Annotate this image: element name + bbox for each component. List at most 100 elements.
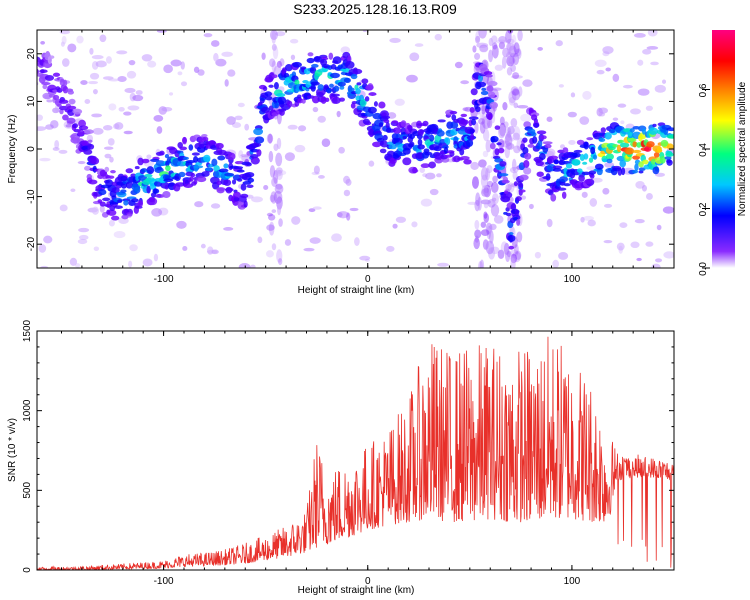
spectrogram-ridge-blob (62, 114, 69, 121)
spectrogram-streak-blob (512, 170, 518, 181)
spectrogram-streak-blob (489, 223, 497, 231)
spectrogram-speckle (177, 71, 183, 76)
spectrogram-ridge-blob (542, 141, 553, 145)
spectrogram-speckle (118, 106, 125, 112)
spectrogram-ridge-blob (196, 176, 207, 183)
spectrogram-speckle (197, 69, 205, 76)
spectrogram-speckle (89, 47, 94, 55)
spectrogram-speckle (77, 238, 88, 245)
snr-y-axis-label: SNR (10 * v/v) (7, 418, 18, 482)
spectrogram-streak-blob (472, 45, 477, 53)
spectrogram-streak-blob (503, 121, 509, 128)
spectrogram-speckle (99, 34, 107, 43)
colorbar-label: Normalized spectral amplitude (737, 81, 748, 216)
spectrogram-ridge-blob (588, 170, 597, 175)
spectrogram-ridge-blob (516, 196, 522, 202)
spectrogram-ridge-blob (522, 146, 529, 155)
spectrogram-ridge-blob (62, 85, 69, 94)
spectrogram-speckle (284, 152, 295, 162)
spectrogram-streak-blob (509, 166, 519, 174)
spectrogram-speckle (633, 33, 646, 38)
spectrogram-streak-blob (279, 58, 285, 67)
spectrogram-ridge-blob (350, 102, 356, 109)
spectrogram-ridge-blob (445, 137, 451, 145)
spectrogram-ridge-blob (125, 168, 134, 174)
spectrogram-streak-blob (478, 159, 487, 168)
spectrogram-ridge-blob (536, 130, 547, 135)
spectrogram-ridge-blob (264, 91, 273, 97)
spectrogram-ridge-blob (590, 146, 596, 155)
spectrogram-speckle (221, 51, 233, 57)
spectrogram-speckle (163, 64, 173, 74)
spectrogram-ridge-blob (365, 84, 374, 91)
spectrogram-ridge-blob (621, 167, 626, 176)
spectrogram-ridge-blob (565, 163, 573, 169)
spectrogram-ridge-blob (294, 79, 300, 86)
spectrogram-ridge-blob (273, 82, 279, 90)
spectrogram-speckle (151, 208, 163, 217)
spectrogram-ridge-blob (121, 214, 129, 220)
spectrogram-ridge-blob (437, 119, 446, 123)
spectrogram-ridge-blob (553, 159, 559, 165)
spectrogram-speckle (114, 122, 124, 130)
spectrogram-ridge-blob (527, 143, 535, 148)
spectrogram-ridge-blob (629, 128, 635, 133)
spectrogram-ridge-blob (576, 168, 583, 173)
spectrogram-speckle (637, 88, 650, 96)
spectrogram-ridge-blob (125, 181, 133, 189)
spectrogram-ridge-blob (218, 168, 229, 173)
spectrogram-ridge-blob (243, 200, 248, 208)
spectrogram-x-tick-label: -100 (154, 274, 174, 285)
spectrogram-streak-blob (512, 132, 521, 141)
spectrogram-ridge-blob (39, 69, 48, 74)
spectrogram-ridge-blob (463, 159, 472, 165)
spectrogram-speckle (650, 61, 659, 66)
spectrogram-ridge-blob (65, 124, 72, 128)
spectrogram-speckle (153, 115, 164, 122)
spectrogram-speckle (662, 79, 667, 84)
spectrogram-speckle (559, 144, 565, 149)
spectrogram-ridge-blob (326, 88, 332, 94)
spectrogram-speckle (436, 173, 442, 178)
spectrogram-ridge-blob (642, 128, 647, 135)
spectrogram-streak-blob (480, 166, 489, 181)
spectrogram-ridge-blob (480, 90, 489, 96)
spectrogram-ridge-blob (253, 128, 264, 136)
spectrogram-ridge-blob (42, 84, 48, 90)
spectrogram-ridge-blob (536, 171, 544, 177)
spectrogram-ridge-blob (55, 86, 61, 91)
spectrogram-streak-blob (492, 42, 498, 50)
spectrogram-speckle (244, 123, 250, 131)
spectrogram-ridge-blob (193, 179, 198, 185)
spectrogram-ridge-blob (66, 105, 77, 110)
spectrogram-speckle (612, 73, 620, 82)
spectrogram-ridge-blob (351, 100, 358, 105)
spectrogram-speckle (91, 206, 99, 215)
spectrogram-ridge-blob (67, 90, 75, 95)
spectrogram-streak-blob (506, 142, 513, 150)
spectrogram-ridge-blob (588, 157, 594, 163)
spectrogram-ridge-blob (332, 56, 342, 65)
spectrogram-speckle (656, 224, 662, 231)
spectrogram-ridge-blob (429, 134, 435, 142)
spectrogram-ridge-blob (617, 167, 623, 176)
spectrogram-ridge-blob (409, 141, 415, 148)
spectrogram-ridge-blob (562, 147, 569, 154)
spectrogram-streak-blob (508, 90, 517, 104)
spectrogram-streak-blob (513, 244, 519, 255)
spectrogram-ridge-blob (268, 84, 274, 88)
spectrogram-ridge-blob (428, 161, 437, 169)
spectrogram-speckle (234, 115, 243, 121)
spectrogram-streak-blob (518, 86, 523, 97)
spectrogram-speckle (516, 105, 529, 109)
spectrogram-ridge-blob (310, 84, 316, 92)
spectrogram-streak-blob (507, 182, 515, 193)
spectrogram-speckle (589, 198, 598, 207)
spectrogram-ridge-blob (508, 245, 515, 250)
spectrogram-ridge-blob (193, 155, 199, 163)
spectrogram-speckle (59, 30, 71, 35)
spectrogram-speckle (386, 245, 395, 252)
spectrogram-speckle (634, 219, 645, 224)
spectrogram-ridge-blob (60, 78, 65, 82)
spectrogram-speckle (127, 105, 140, 111)
